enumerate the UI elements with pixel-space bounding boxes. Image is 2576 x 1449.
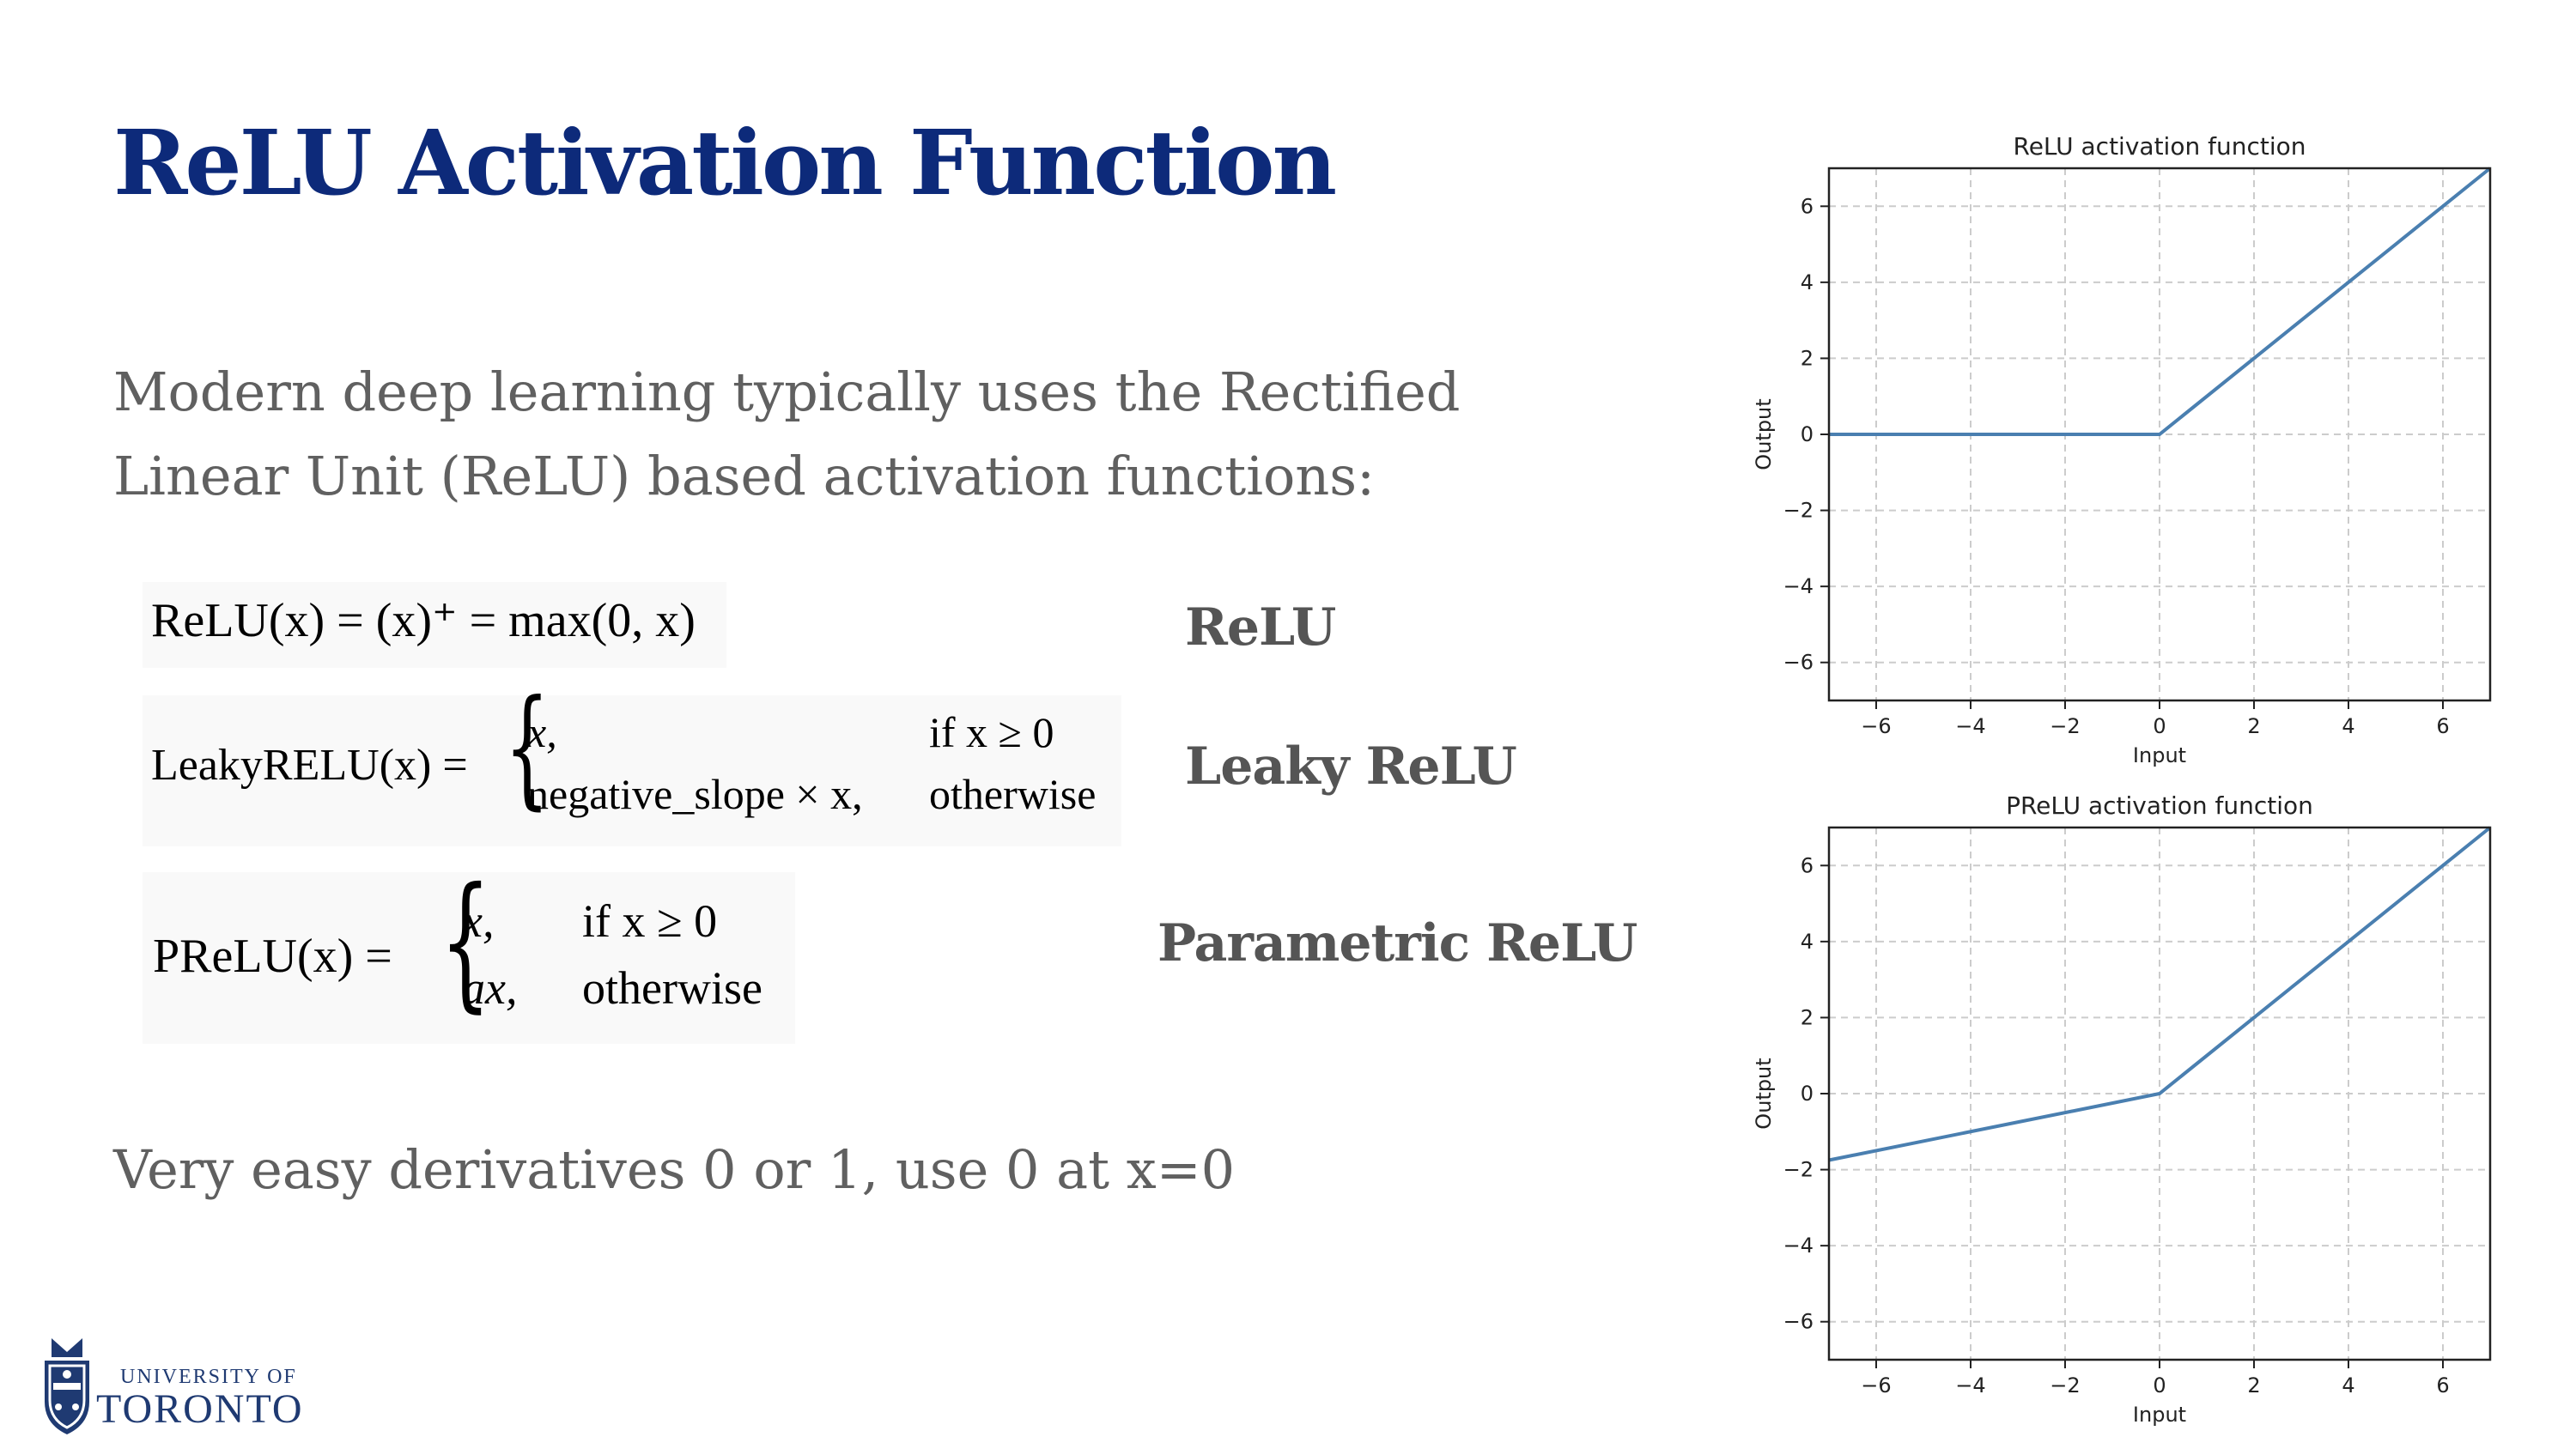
chart1-xtick-label-3: 0	[2153, 1373, 2166, 1397]
leaky-relu-lhs: LeakyRELU(x) =	[151, 741, 468, 790]
logo-line1: UNIVERSITY OF	[120, 1366, 297, 1388]
prelu-case1-cond: if x ≥ 0	[582, 895, 718, 947]
chart0-title: ReLU activation function	[2014, 132, 2306, 161]
prelu-label: Parametric ReLU	[1157, 913, 1637, 973]
relu-equation: ReLU(x) = (x)⁺ = max(0, x)	[143, 582, 726, 668]
chart1-xtick-label-2: −2	[2050, 1373, 2080, 1397]
leaky-relu-case1-value: x,	[527, 708, 557, 756]
derivative-note: Very easy derivatives 0 or 1, use 0 at x…	[113, 1138, 1236, 1201]
chart0-xtick-label-6: 6	[2436, 714, 2449, 738]
chart0-ytick-label-3: 0	[1801, 422, 1814, 446]
chart0-series-line-0	[1829, 167, 2492, 436]
chart0-ytick-label-1: −4	[1783, 574, 1814, 598]
prelu-plot: −6 −4 −2 0 2 4 6 −6 −4 −2 0 2 4 6 PReLU activation fun…	[1752, 791, 2492, 1427]
leaky-relu-label: Leaky ReLU	[1185, 737, 1517, 797]
chart0-ylabel: Output	[1752, 398, 1776, 470]
chart1-title: PReLU activation function	[2006, 791, 2313, 820]
chart1-ytick-label-0: −6	[1783, 1310, 1814, 1334]
prelu-equation: PReLU(x) = { x, if x ≥ 0 ax, otherwise	[143, 857, 795, 1044]
relu-label: ReLU	[1185, 597, 1336, 658]
prelu-lhs: PReLU(x) =	[153, 930, 392, 983]
chart0-ytick-label-5: 4	[1801, 270, 1814, 294]
leaky-relu-case1-cond: if x ≥ 0	[929, 708, 1054, 756]
chart1-ytick-label-1: −4	[1783, 1234, 1814, 1258]
crest-icon	[45, 1338, 89, 1434]
intro-text: Modern deep learning typically uses the …	[113, 361, 1461, 507]
chart0-xtick-label-4: 2	[2247, 714, 2260, 738]
chart0-xtick-label-1: −4	[1955, 714, 1985, 738]
chart1-ytick-label-4: 2	[1801, 1005, 1814, 1029]
chart0-xtick-label-0: −6	[1861, 714, 1891, 738]
chart1-xtick-label-4: 2	[2247, 1373, 2260, 1397]
prelu-case1-value: x,	[462, 895, 495, 947]
leaky-relu-case2-cond: otherwise	[929, 770, 1097, 818]
relu-plot: −6 −4 −2 0 2 4 6 −6 −4 −2 0 2 4 6 ReLU activation func…	[1752, 132, 2492, 767]
university-logo: UNIVERSITY OF TORONTO	[45, 1338, 304, 1434]
chart1-xlabel: Input	[2133, 1403, 2186, 1427]
relu-formula: ReLU(x) = (x)⁺ = max(0, x)	[151, 594, 696, 647]
chart1-xtick-label-6: 6	[2436, 1373, 2449, 1397]
leaky-relu-case2-value: negative_slope × x,	[527, 770, 863, 818]
leaky-relu-equation: LeakyRELU(x) = { x, if x ≥ 0 negative_sl…	[143, 683, 1121, 846]
leaky-relu-brace: {	[504, 673, 550, 822]
chart0-xtick-label-5: 4	[2342, 714, 2354, 738]
chart1-ytick-label-3: 0	[1801, 1082, 1814, 1106]
chart1-xtick-label-5: 4	[2342, 1373, 2354, 1397]
logo-line2: TORONTO	[96, 1386, 304, 1432]
chart1-xtick-label-1: −4	[1955, 1373, 1985, 1397]
chart0-ytick-label-0: −6	[1783, 651, 1814, 675]
chart0-xtick-label-3: 0	[2153, 714, 2166, 738]
chart1-ytick-label-2: −2	[1783, 1158, 1814, 1182]
chart0-ytick-label-6: 6	[1801, 194, 1814, 218]
prelu-case2-cond: otherwise	[582, 962, 762, 1014]
chart1-ytick-label-5: 4	[1801, 930, 1814, 954]
prelu-brace: {	[440, 857, 491, 1027]
chart1-ylabel: Output	[1752, 1058, 1776, 1129]
chart1-ytick-label-6: 6	[1801, 853, 1814, 877]
chart1-xtick-label-0: −6	[1861, 1373, 1891, 1397]
prelu-case2-value: ax,	[462, 962, 518, 1014]
chart0-ytick-label-4: 2	[1801, 346, 1814, 370]
chart1-series-line-0	[1828, 826, 2492, 1162]
chart0-xtick-label-2: −2	[2050, 714, 2080, 738]
slide-title: ReLU Activation Function	[113, 110, 1337, 215]
chart0-xlabel: Input	[2133, 743, 2186, 767]
chart0-ytick-label-2: −2	[1783, 499, 1814, 523]
